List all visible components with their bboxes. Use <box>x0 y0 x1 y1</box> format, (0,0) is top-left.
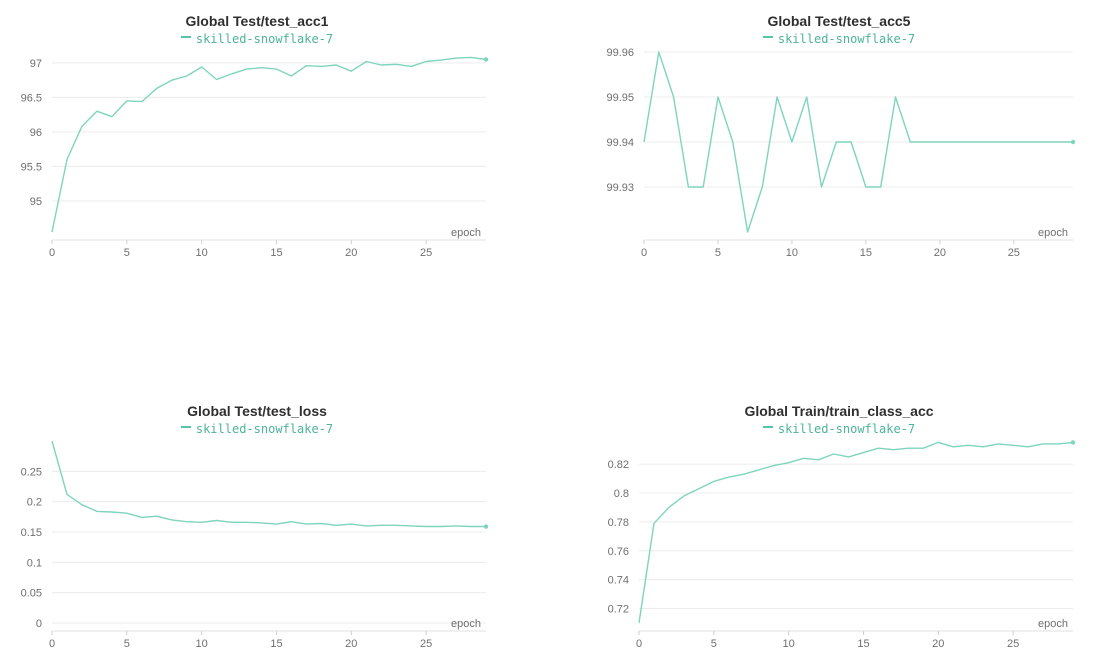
y-tick-label: 99.96 <box>606 47 634 59</box>
x-tick-label: 5 <box>124 638 130 650</box>
legend-label: skilled-snowflake-7 <box>195 32 334 46</box>
x-tick-label: 20 <box>345 638 357 650</box>
y-tick-label: 0.74 <box>608 575 629 587</box>
legend-swatch <box>180 35 191 38</box>
chart-title: Global Test/test_acc1 <box>185 13 329 29</box>
legend[interactable]: skilled-snowflake-7 <box>0 32 527 46</box>
x-tick-label: 0 <box>641 247 647 259</box>
x-axis-label: epoch <box>1038 227 1068 239</box>
chart-title: Global Train/train_class_acc <box>744 403 934 419</box>
y-tick-label: 99.93 <box>606 182 634 194</box>
y-tick-label: 0 <box>36 618 42 630</box>
series-end-point[interactable] <box>1070 440 1076 445</box>
x-tick-label: 10 <box>783 638 795 650</box>
legend-swatch <box>762 425 773 428</box>
legend[interactable]: skilled-snowflake-7 <box>569 422 1102 436</box>
x-tick-label: 15 <box>860 247 872 259</box>
series-end-point[interactable] <box>1070 139 1076 145</box>
legend-swatch <box>762 35 773 38</box>
series-line[interactable] <box>51 56 487 233</box>
chart-panel-test-loss: Global Test/test_loss skilled-snowflake-… <box>0 331 540 661</box>
y-tick-label: 0.8 <box>614 488 629 500</box>
x-tick-label: 20 <box>345 247 357 259</box>
legend-swatch <box>180 425 191 428</box>
legend-label: skilled-snowflake-7 <box>777 32 916 46</box>
y-tick-label: 96.5 <box>21 92 42 104</box>
x-tick-label: 10 <box>196 247 208 259</box>
y-tick-label: 0.76 <box>608 546 629 558</box>
series-line[interactable] <box>643 51 1073 233</box>
chart-panel-train-class-acc: Global Train/train_class_acc skilled-sno… <box>551 331 1091 661</box>
series-line[interactable] <box>51 440 486 528</box>
x-tick-label: 25 <box>1008 247 1020 259</box>
y-tick-label: 0.05 <box>21 588 42 600</box>
chart-title: Global Test/test_acc5 <box>767 13 911 29</box>
y-tick-label: 0.78 <box>608 517 629 529</box>
x-axis-label: epoch <box>451 227 481 239</box>
chart-title: Global Test/test_loss <box>187 403 327 419</box>
y-tick-label: 0.25 <box>21 466 42 478</box>
x-tick-label: 15 <box>270 247 282 259</box>
y-tick-label: 0.82 <box>608 459 629 471</box>
chart-plot[interactable]: 0.72 0.74 0.76 0.78 0.8 0.82 0 5 10 15 20 25 epoch <box>551 331 1091 661</box>
x-tick-label: 15 <box>857 638 869 650</box>
legend[interactable]: skilled-snowflake-7 <box>569 32 1102 46</box>
x-tick-label: 5 <box>715 247 721 259</box>
x-tick-label: 5 <box>711 638 717 650</box>
x-tick-label: 5 <box>124 247 130 259</box>
series-end-point[interactable] <box>483 57 489 62</box>
y-tick-label: 95 <box>30 196 42 208</box>
x-tick-label: 10 <box>196 638 208 650</box>
x-axis-label: epoch <box>1038 618 1068 630</box>
x-tick-label: 25 <box>420 638 432 650</box>
y-tick-label: 0.15 <box>21 527 42 539</box>
x-tick-label: 0 <box>636 638 642 650</box>
y-tick-label: 0.2 <box>27 497 42 509</box>
y-tick-label: 99.95 <box>606 92 634 104</box>
x-tick-label: 0 <box>49 638 55 650</box>
chart-plot[interactable]: 0 0.05 0.1 0.15 0.2 0.25 0 5 10 15 20 25 epoch <box>0 331 540 661</box>
chart-panel-test-acc1: Global Test/test_acc1 skilled-snowflake-… <box>0 0 540 330</box>
series-end-point[interactable] <box>483 524 489 529</box>
y-tick-label: 95.5 <box>21 161 42 173</box>
series-line[interactable] <box>638 441 1074 624</box>
legend[interactable]: skilled-snowflake-7 <box>0 422 527 436</box>
x-tick-label: 15 <box>270 638 282 650</box>
x-axis-label: epoch <box>451 618 481 630</box>
x-tick-label: 20 <box>934 247 946 259</box>
chart-panel-test-acc5: Global Test/test_acc5 skilled-snowflake-… <box>551 0 1091 330</box>
y-tick-label: 0.72 <box>608 604 629 616</box>
x-tick-label: 25 <box>1007 638 1019 650</box>
y-tick-label: 96 <box>30 127 42 139</box>
x-tick-label: 25 <box>420 247 432 259</box>
x-tick-label: 20 <box>932 638 944 650</box>
y-tick-label: 99.94 <box>606 137 634 149</box>
legend-label: skilled-snowflake-7 <box>777 422 916 436</box>
chart-plot[interactable]: 99.93 99.94 99.95 99.96 0 5 10 15 20 25 epoch <box>551 0 1091 330</box>
y-tick-label: 0.1 <box>27 557 42 569</box>
legend-label: skilled-snowflake-7 <box>195 422 334 436</box>
x-tick-label: 10 <box>786 247 798 259</box>
y-tick-label: 97 <box>30 58 42 70</box>
chart-plot[interactable]: 95 95.5 96 96.5 97 0 5 10 15 20 25 epoch <box>0 0 540 330</box>
x-tick-label: 0 <box>49 247 55 259</box>
